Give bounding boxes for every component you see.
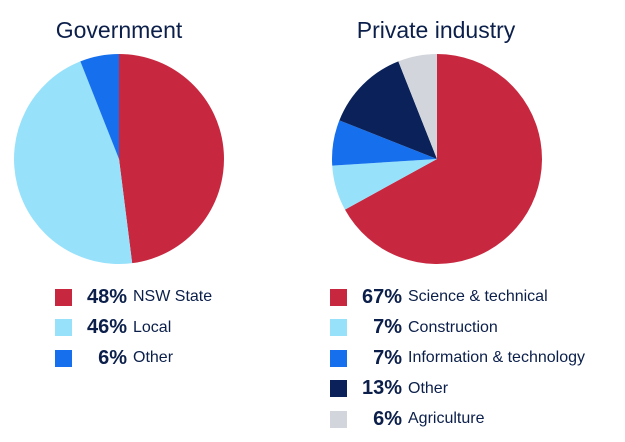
government-legend-item-nsw-state: 48% NSW State bbox=[55, 282, 212, 313]
private-industry-legend-item-information-and-technology: 7% Information & technology bbox=[330, 343, 585, 374]
pie-chart-government bbox=[13, 54, 225, 264]
government-legend-swatch-nsw-state bbox=[55, 288, 72, 306]
government-legend-item-other: 6% Other bbox=[55, 343, 212, 374]
legend-private-industry: 67% Science & technical 7% Construction 7% In… bbox=[330, 282, 585, 435]
private-industry-slice-construction bbox=[332, 159, 437, 210]
private-industry-legend-swatch-science-and-technical bbox=[330, 288, 347, 306]
private-industry-legend-percent-science-and-technical: 67% bbox=[361, 285, 402, 308]
private-industry-legend-item-construction: 7% Construction bbox=[330, 313, 585, 344]
government-legend-percent-local: 46% bbox=[86, 316, 127, 339]
government-slice-local bbox=[13, 61, 133, 264]
private-industry-legend-percent-agriculture: 6% bbox=[373, 407, 402, 430]
private-industry-legend-label-other: Other bbox=[408, 379, 449, 397]
chart-title-government: Government bbox=[55, 17, 183, 43]
government-slice-nsw-state bbox=[119, 54, 225, 264]
private-industry-slice-science-and-technical bbox=[344, 54, 542, 264]
private-industry-legend-label-construction: Construction bbox=[408, 318, 498, 336]
private-industry-legend-percent-construction: 7% bbox=[373, 316, 402, 339]
government-legend-label-other: Other bbox=[133, 349, 174, 367]
legend-government: 48% NSW State 46% Local 6% Other bbox=[55, 282, 212, 374]
private-industry-legend-percent-other: 13% bbox=[361, 377, 402, 400]
pie-chart-private-industry bbox=[332, 54, 542, 264]
government-legend-percent-other: 6% bbox=[98, 346, 127, 369]
private-industry-legend-swatch-agriculture bbox=[330, 410, 347, 428]
government-slice-other bbox=[80, 54, 119, 159]
private-industry-legend-swatch-construction bbox=[330, 319, 347, 337]
government-legend-label-nsw-state: NSW State bbox=[133, 288, 213, 306]
private-industry-legend-item-science-and-technical: 67% Science & technical bbox=[330, 282, 585, 313]
government-legend-swatch-local bbox=[55, 319, 72, 337]
private-industry-slice-agriculture bbox=[398, 54, 437, 159]
government-legend-label-local: Local bbox=[133, 318, 172, 336]
private-industry-legend-percent-information-and-technology: 7% bbox=[373, 346, 402, 369]
government-legend-percent-nsw-state: 48% bbox=[86, 285, 127, 308]
private-industry-slice-information-and-technology bbox=[332, 120, 437, 166]
private-industry-legend-item-agriculture: 6% Agriculture bbox=[330, 404, 585, 435]
government-legend-item-local: 46% Local bbox=[55, 313, 212, 344]
private-industry-legend-swatch-information-and-technology bbox=[330, 349, 347, 367]
private-industry-legend-swatch-other bbox=[330, 380, 347, 398]
private-industry-legend-item-other: 13% Other bbox=[330, 374, 585, 405]
private-industry-legend-label-science-and-technical: Science & technical bbox=[408, 288, 548, 306]
private-industry-slice-other bbox=[339, 61, 437, 159]
chart-title-private-industry: Private industry bbox=[356, 17, 516, 43]
private-industry-legend-label-information-and-technology: Information & technology bbox=[408, 349, 585, 367]
government-legend-swatch-other bbox=[55, 349, 72, 367]
private-industry-legend-label-agriculture: Agriculture bbox=[408, 410, 485, 428]
